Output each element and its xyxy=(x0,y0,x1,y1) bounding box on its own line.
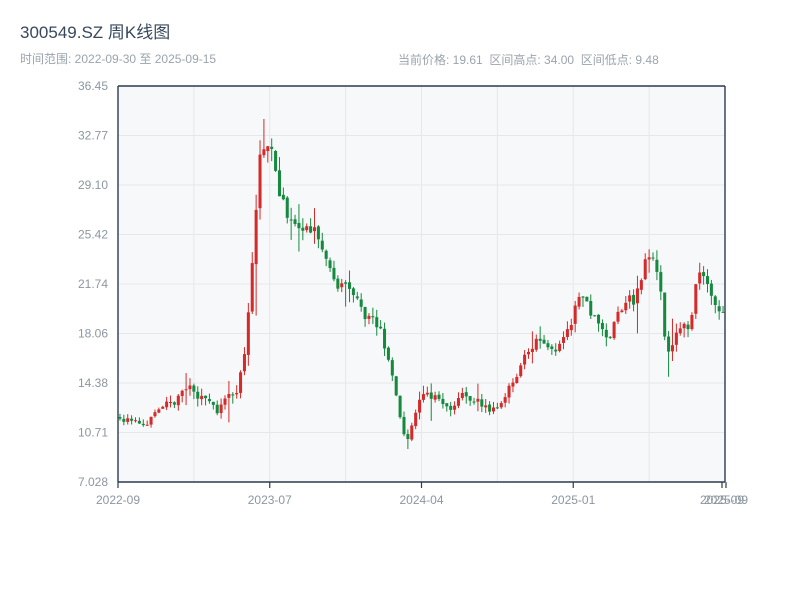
svg-text:25.42: 25.42 xyxy=(78,228,108,242)
svg-text:32.77: 32.77 xyxy=(78,129,108,143)
svg-text:10.71: 10.71 xyxy=(78,426,108,440)
svg-text:21.74: 21.74 xyxy=(78,277,108,291)
svg-text:18.06: 18.06 xyxy=(78,327,108,341)
svg-text:7.028: 7.028 xyxy=(78,475,108,489)
svg-text:29.10: 29.10 xyxy=(78,178,108,192)
svg-text:2025-01: 2025-01 xyxy=(551,493,595,507)
svg-text:14.38: 14.38 xyxy=(78,376,108,390)
svg-text:36.45: 36.45 xyxy=(78,79,108,93)
svg-text:2023-07: 2023-07 xyxy=(248,493,292,507)
svg-text:2024-04: 2024-04 xyxy=(399,493,443,507)
svg-text:2025-09: 2025-09 xyxy=(704,493,748,507)
svg-text:2022-09: 2022-09 xyxy=(96,493,140,507)
